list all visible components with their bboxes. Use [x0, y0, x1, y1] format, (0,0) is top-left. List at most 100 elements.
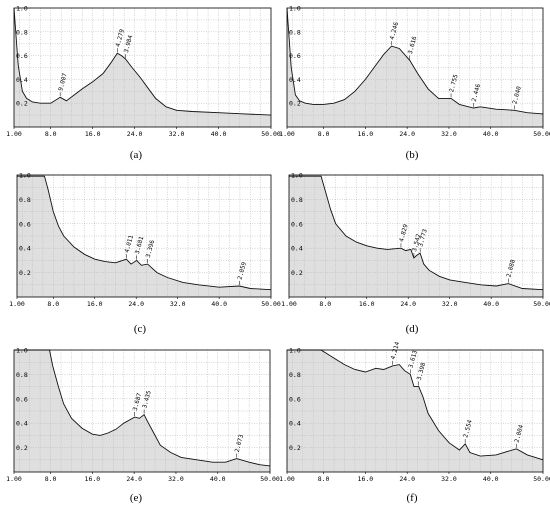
- panel-caption: (f): [407, 492, 418, 504]
- area-fill: [289, 176, 543, 297]
- peak-label: 4.829: [398, 223, 410, 243]
- y-tick-label: 1.0: [19, 172, 31, 180]
- x-tick-label: 8.0: [318, 475, 330, 483]
- peak-label: 2.446: [471, 83, 483, 103]
- y-tick-label: 0.2: [16, 444, 28, 452]
- peak-label: 3.687: [132, 392, 144, 412]
- y-tick-label: 1.0: [291, 172, 303, 180]
- area-fill: [14, 8, 271, 127]
- peak-label: 3.398: [416, 361, 428, 381]
- y-tick-label: 1.0: [289, 5, 301, 13]
- x-tick-label: 32.0: [169, 130, 185, 138]
- x-tick-label: 50.00: [260, 475, 280, 483]
- x-tick-label: 16.0: [358, 475, 374, 483]
- panel-caption: (a): [130, 149, 143, 161]
- y-tick-label: 0.4: [16, 76, 28, 84]
- peak-label: 9.007: [57, 72, 69, 92]
- panel-caption: (b): [406, 149, 419, 161]
- x-tick-label: 32.0: [442, 300, 458, 308]
- y-tick-label: 0.6: [19, 220, 31, 228]
- x-tick-label: 1.00: [6, 475, 22, 483]
- series-line: [17, 175, 272, 291]
- x-tick-label: 16.0: [359, 300, 375, 308]
- x-tick-label: 8.0: [45, 475, 57, 483]
- x-tick-label: 40.0: [483, 300, 499, 308]
- peak-label: 4.279: [114, 28, 126, 48]
- peak-label: 2.004: [514, 424, 526, 444]
- plot-frame: [286, 349, 544, 473]
- peak-label: 2.073: [234, 433, 246, 453]
- chart-panel-c: 1.00 8.0 16.0 24.0 32.0 40.0 50.00 0.2 0.4 0.6 0.8…: [9, 172, 281, 336]
- plot-frame: [16, 174, 272, 298]
- x-tick-label: 50.00: [261, 130, 281, 138]
- y-tick-label: 1.0: [16, 347, 28, 355]
- plot-frame: [13, 7, 272, 128]
- y-tick-label: 0.6: [289, 395, 301, 403]
- series-line: [289, 175, 544, 291]
- chart-panel-b: 1.00 8.0 16.0 24.0 32.0 40.0 50.00 0.2 0.4 0.6 0.8…: [279, 5, 550, 162]
- plot-frame: [288, 174, 544, 298]
- y-tick-label: 0.6: [16, 395, 28, 403]
- peak-label: 4.011: [124, 234, 136, 254]
- y-tick-label: 0.2: [16, 100, 28, 108]
- x-tick-label: 24.0: [399, 130, 415, 138]
- peak-label: 3.542: [411, 233, 423, 253]
- y-tick-label: 0.4: [19, 245, 31, 253]
- x-tick-label: 40.0: [211, 300, 227, 308]
- x-tick-label: 16.0: [358, 130, 374, 138]
- x-tick-label: 40.0: [211, 130, 227, 138]
- y-tick-label: 0.8: [16, 371, 28, 379]
- y-tick-label: 0.6: [291, 220, 303, 228]
- y-tick-label: 0.6: [16, 52, 28, 60]
- x-tick-label: 24.0: [399, 475, 415, 483]
- x-tick-label: 1.00: [279, 130, 295, 138]
- peak-label: 4.214: [390, 341, 402, 361]
- panel-caption: (c): [134, 323, 147, 335]
- peak-label: 3.435: [141, 390, 153, 410]
- x-tick-label: 1.00: [281, 300, 297, 308]
- y-tick-label: 0.8: [289, 371, 301, 379]
- x-tick-label: 32.0: [441, 130, 457, 138]
- x-tick-label: 50.00: [533, 475, 550, 483]
- x-tick-label: 32.0: [168, 475, 184, 483]
- peak-label: 3.681: [134, 235, 146, 255]
- peak-label: 3.616: [407, 35, 419, 55]
- peak-label: 2.088: [505, 258, 517, 278]
- x-tick-label: 50.00: [533, 130, 550, 138]
- peak-label: 3.396: [145, 239, 157, 259]
- peak-label: 3.613: [407, 349, 419, 369]
- x-tick-label: 16.0: [85, 130, 101, 138]
- y-tick-label: 1.0: [289, 347, 301, 355]
- x-tick-label: 32.0: [441, 475, 457, 483]
- peak-label: 4.246: [389, 21, 401, 41]
- peak-label: 2.554: [462, 419, 474, 439]
- y-tick-label: 0.4: [289, 76, 301, 84]
- area-fill: [17, 176, 271, 297]
- plot-frame: [13, 349, 271, 473]
- y-tick-label: 0.8: [291, 196, 303, 204]
- series-line: [14, 349, 271, 467]
- y-tick-label: 0.8: [16, 28, 28, 36]
- grid-lines: [14, 7, 271, 127]
- chart-panel-a: 1.00 8.0 16.0 24.0 32.0 40.0 50.00 0.2 0.4 0.6 0.8…: [6, 5, 281, 162]
- area-fill: [287, 8, 543, 127]
- x-tick-label: 40.0: [210, 475, 226, 483]
- x-tick-label: 8.0: [318, 130, 330, 138]
- y-tick-label: 0.6: [289, 52, 301, 60]
- y-tick-label: 0.2: [289, 100, 301, 108]
- peak-label: 3.984: [123, 34, 135, 54]
- y-tick-label: 0.8: [289, 28, 301, 36]
- area-fill: [287, 350, 543, 472]
- x-tick-label: 8.0: [319, 300, 331, 308]
- peak-label: 2.755: [448, 73, 460, 93]
- x-tick-label: 50.00: [261, 300, 281, 308]
- x-tick-label: 40.0: [483, 130, 499, 138]
- x-tick-label: 1.00: [9, 300, 25, 308]
- panel-caption: (d): [406, 323, 419, 335]
- y-tick-label: 1.0: [16, 5, 28, 13]
- x-tick-label: 8.0: [45, 130, 57, 138]
- y-tick-label: 0.2: [289, 444, 301, 452]
- x-tick-label: 1.00: [279, 475, 295, 483]
- y-tick-label: 0.4: [289, 420, 301, 428]
- x-tick-label: 24.0: [127, 130, 143, 138]
